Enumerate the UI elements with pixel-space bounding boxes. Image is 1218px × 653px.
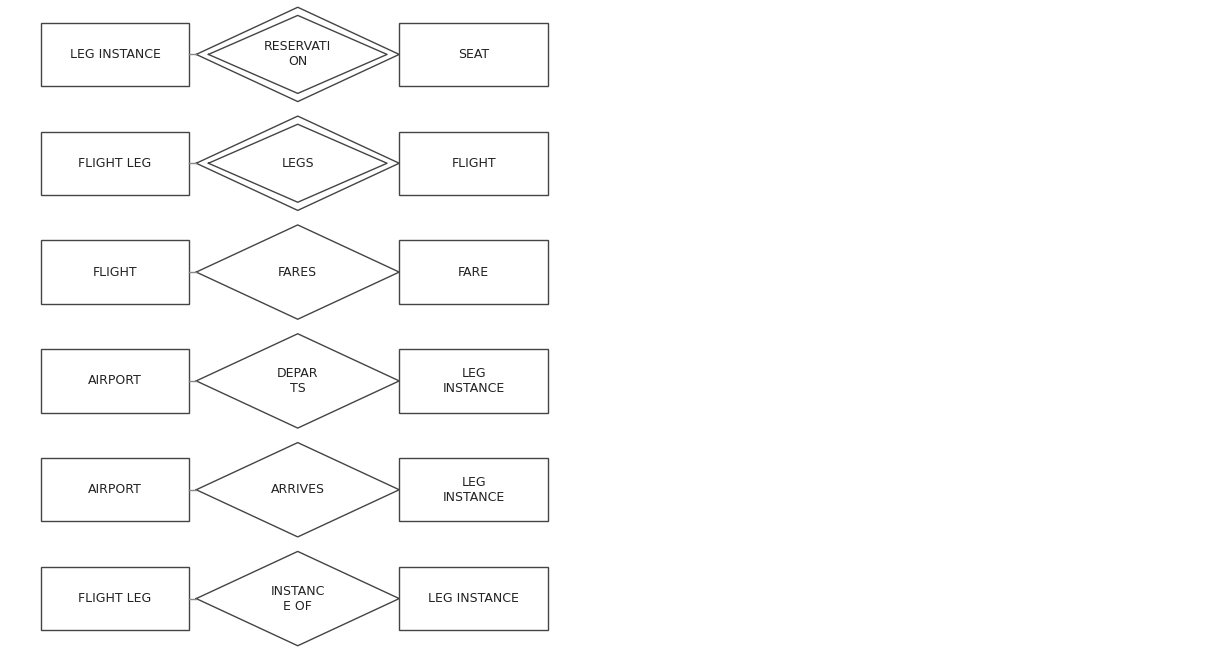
Text: FLIGHT: FLIGHT: [93, 266, 138, 279]
Bar: [400, 349, 548, 413]
Text: LEG INSTANCE: LEG INSTANCE: [69, 48, 161, 61]
Text: FLIGHT LEG: FLIGHT LEG: [78, 157, 152, 170]
Bar: [40, 458, 190, 522]
Text: DEPAR
TS: DEPAR TS: [276, 367, 318, 395]
Text: LEGS: LEGS: [281, 157, 314, 170]
Text: AIRPORT: AIRPORT: [88, 374, 143, 387]
Bar: [40, 131, 190, 195]
Bar: [40, 567, 190, 630]
Text: ARRIVES: ARRIVES: [270, 483, 325, 496]
Text: FLIGHT: FLIGHT: [452, 157, 496, 170]
Text: FARE: FARE: [458, 266, 490, 279]
Text: LEG
INSTANCE: LEG INSTANCE: [442, 367, 504, 395]
Text: FLIGHT LEG: FLIGHT LEG: [78, 592, 152, 605]
Bar: [400, 567, 548, 630]
Text: FARES: FARES: [278, 266, 318, 279]
Bar: [400, 131, 548, 195]
Text: AIRPORT: AIRPORT: [88, 483, 143, 496]
Bar: [400, 458, 548, 522]
Text: LEG
INSTANCE: LEG INSTANCE: [442, 476, 504, 503]
Text: INSTANC
E OF: INSTANC E OF: [270, 584, 325, 613]
Bar: [40, 23, 190, 86]
Bar: [400, 23, 548, 86]
Bar: [40, 349, 190, 413]
Text: SEAT: SEAT: [458, 48, 490, 61]
Text: LEG INSTANCE: LEG INSTANCE: [429, 592, 519, 605]
Bar: [400, 240, 548, 304]
Bar: [40, 240, 190, 304]
Text: RESERVATI
ON: RESERVATI ON: [264, 40, 331, 69]
